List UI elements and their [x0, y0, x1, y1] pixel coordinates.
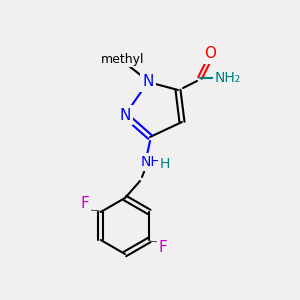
Text: N: N: [142, 74, 154, 89]
Text: methyl: methyl: [101, 52, 145, 65]
Text: NH₂: NH₂: [215, 71, 241, 85]
Text: F: F: [80, 196, 89, 211]
Text: F: F: [159, 241, 168, 256]
Text: N: N: [119, 107, 131, 122]
Text: H: H: [160, 157, 170, 171]
Text: O: O: [204, 46, 216, 62]
Text: NH: NH: [141, 155, 161, 169]
